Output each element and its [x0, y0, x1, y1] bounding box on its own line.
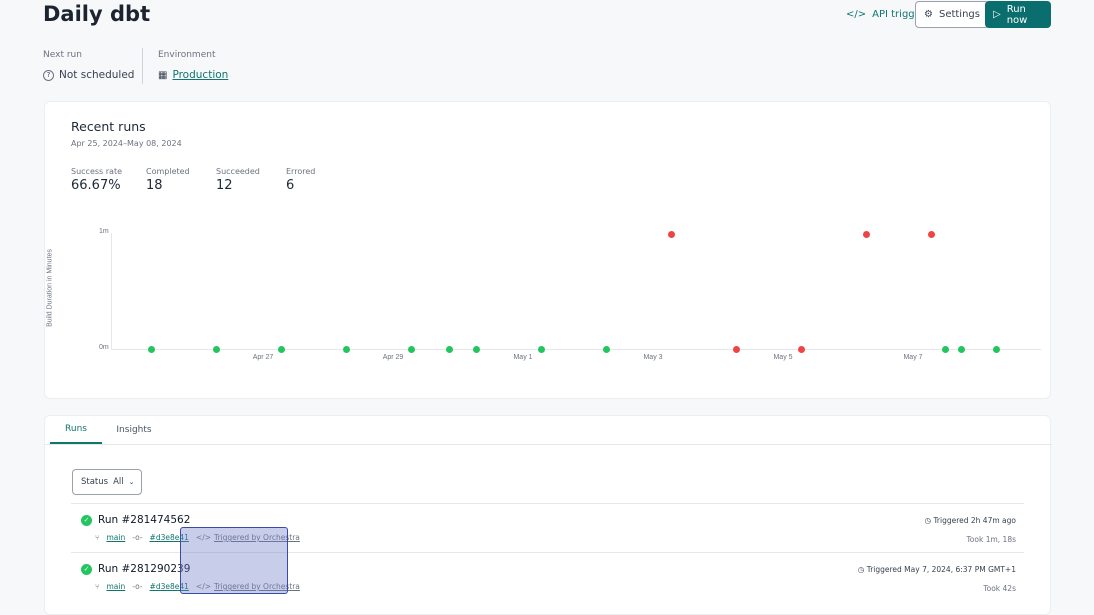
stat-errored: Errored 6 — [286, 167, 315, 193]
environment: Environment ▦ Production — [158, 50, 228, 81]
clock-icon: ◷ — [924, 516, 934, 525]
branch-icon: ⑂ — [95, 582, 100, 591]
code-icon: </> — [846, 9, 867, 20]
divider — [142, 48, 143, 84]
stat-value: 6 — [286, 178, 295, 193]
run-row[interactable]: ✓ Run #281290239 ⑂ main -o- #d3e8e41 </> Trigg… — [71, 552, 1024, 601]
status-filter-value: All — [113, 477, 124, 487]
run-title[interactable]: Run #281290239 — [98, 563, 191, 575]
question-icon: ? — [43, 69, 54, 81]
triggered-time: Triggered May 7, 2024, 6:37 PM GMT+1 — [866, 565, 1016, 574]
tab-divider — [45, 444, 1052, 445]
branch-icon: ⑂ — [95, 533, 100, 542]
gear-icon: ⚙ — [924, 9, 933, 20]
environment-icon: ▦ — [158, 69, 168, 81]
api-trigger-button[interactable]: </> API trigger — [838, 1, 933, 28]
chevron-down-icon: ⌄ — [128, 478, 135, 486]
success-check-icon: ✓ — [81, 563, 92, 575]
recent-runs-title: Recent runs — [71, 119, 146, 134]
environment-link[interactable]: Production — [172, 69, 229, 81]
stat-label: Completed — [146, 167, 190, 176]
branch-link[interactable]: main — [106, 582, 126, 591]
environment-label: Environment — [158, 50, 216, 60]
status-filter[interactable]: Status All ⌄ — [72, 469, 142, 495]
run-duration: Took 42s — [983, 584, 1016, 593]
run-now-button[interactable]: ▷ Run now — [985, 1, 1051, 28]
status-filter-label: Status — [81, 477, 109, 487]
stat-value: 18 — [146, 178, 163, 193]
commit-link[interactable]: #d3e8e41 — [149, 533, 189, 542]
run-now-label: Run now — [1006, 3, 1028, 26]
recent-runs-card: Recent runs Apr 25, 2024–May 08, 2024 Su… — [44, 101, 1051, 399]
clock-icon: ◷ — [857, 565, 867, 574]
next-run-value: Not scheduled — [59, 69, 135, 81]
api-trigger-label: API trigger — [872, 9, 925, 20]
tab-insights[interactable]: Insights — [116, 425, 152, 435]
success-check-icon: ✓ — [81, 514, 92, 526]
stat-succeeded: Succeeded 12 — [216, 167, 260, 193]
run-row[interactable]: ✓ Run #281474562 ⑂ main -o- #d3e8e41 </> Trigg… — [71, 503, 1024, 552]
selection-highlight — [180, 527, 288, 594]
run-title[interactable]: Run #281474562 — [98, 514, 191, 526]
code-icon: </> — [195, 533, 212, 542]
stat-label: Succeeded — [216, 167, 260, 176]
tab-runs[interactable]: Runs — [50, 416, 102, 444]
next-run: Next run ? Not scheduled — [43, 50, 134, 81]
commit-link[interactable]: #d3e8e41 — [149, 582, 189, 591]
commit-icon: -o- — [132, 582, 143, 591]
settings-label: Settings — [938, 9, 980, 20]
stat-completed: Completed 18 — [146, 167, 190, 193]
stat-label: Success rate — [71, 167, 122, 176]
triggered-time: Triggered 2h 47m ago — [933, 516, 1016, 525]
branch-link[interactable]: main — [106, 533, 126, 542]
stat-value: 12 — [216, 178, 233, 193]
next-run-label: Next run — [43, 50, 82, 60]
stat-value: 66.67% — [71, 178, 121, 193]
commit-icon: -o- — [132, 533, 143, 542]
stat-success-rate: Success rate 66.67% — [71, 167, 122, 193]
page-title: Daily dbt — [43, 2, 151, 26]
run-duration: Took 1m, 18s — [966, 535, 1016, 544]
trigger-source[interactable]: Triggered by Orchestra — [214, 582, 300, 591]
date-range: Apr 25, 2024–May 08, 2024 — [71, 139, 182, 148]
play-icon: ▷ — [993, 9, 1001, 20]
stat-label: Errored — [286, 167, 316, 176]
code-icon: </> — [195, 582, 212, 591]
trigger-source[interactable]: Triggered by Orchestra — [214, 533, 300, 542]
settings-button[interactable]: ⚙ Settings — [915, 1, 989, 28]
